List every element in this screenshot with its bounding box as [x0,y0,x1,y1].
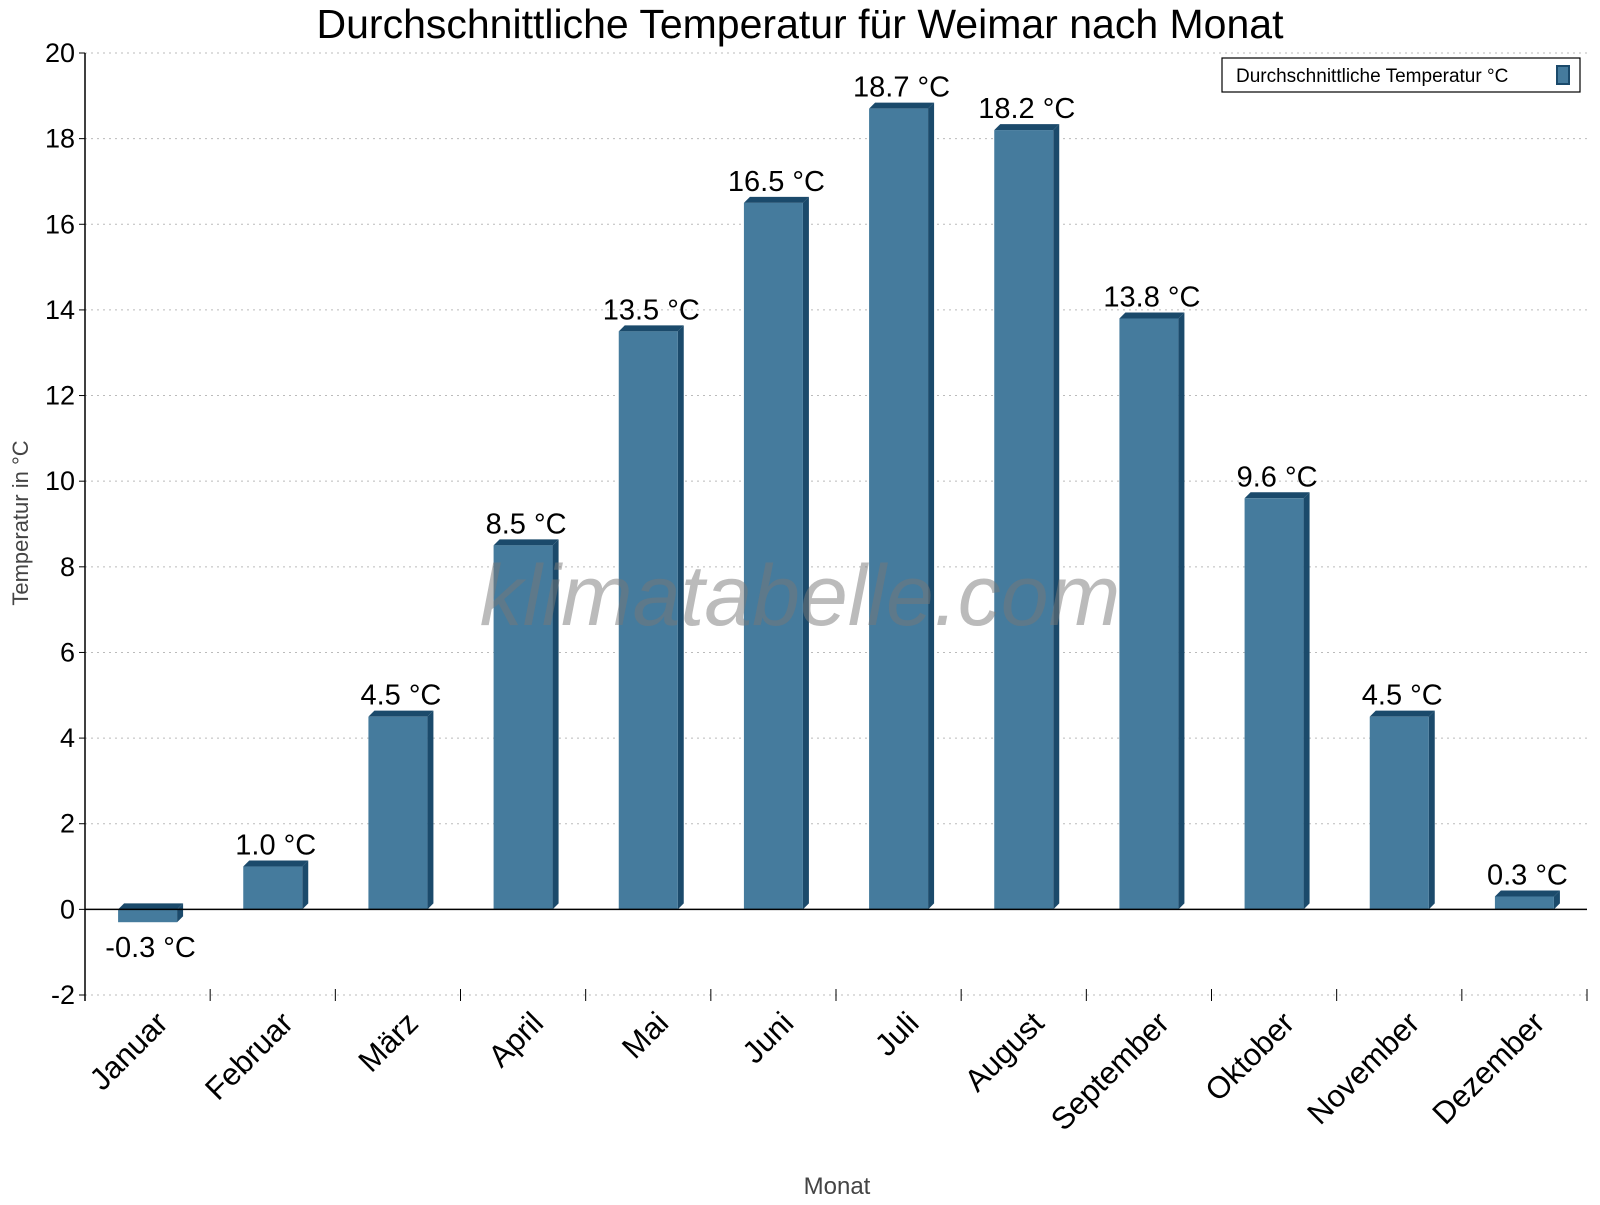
bar-top [1119,312,1185,319]
x-tick-label: Dezember [1426,1005,1552,1131]
bar-side [928,102,935,910]
y-tick-label: 6 [60,637,75,667]
bar-top [243,860,309,867]
data-label: 18.2 °C [978,93,1075,125]
bar-top [618,325,684,332]
bar-side [1178,312,1185,910]
bar [243,866,303,910]
data-label: 4.5 °C [360,680,441,712]
bar-side [1053,124,1060,910]
bar-side [677,325,684,910]
x-axis-label: Monat [804,1173,871,1200]
legend-swatch [1556,65,1570,85]
y-tick-label: 8 [60,552,75,582]
bar-side [1428,710,1435,910]
bar-top [493,539,559,546]
bar-top [1244,492,1310,499]
y-tick-label: 14 [45,295,75,325]
data-label: 0.3 °C [1487,860,1568,892]
bar-top [994,124,1060,131]
bar-top [1494,890,1560,897]
bar [1244,498,1304,910]
bar [743,202,803,910]
watermark: klimatabelle.com [480,548,1120,644]
bar-top [743,196,809,203]
x-tick-label: Februar [198,1005,300,1107]
x-tick-label: September [1044,1005,1176,1137]
data-label: 16.5 °C [728,166,825,198]
data-label: 8.5 °C [486,508,567,540]
y-axis-label: Temperatur in °C [8,440,33,605]
y-tick-label: 0 [60,894,75,924]
x-tick-label: Juni [735,1005,800,1070]
bar-side [427,710,434,910]
x-tick-label: April [481,1005,550,1074]
bar-side [302,860,309,910]
x-tick-label: Januar [83,1005,175,1097]
legend: Durchschnittliche Temperatur °C [1221,57,1581,93]
legend-label: Durchschnittliche Temperatur °C [1236,66,1508,87]
bar [1119,318,1179,910]
x-tick-label: November [1300,1005,1426,1131]
bar [493,545,553,910]
bar-side [802,196,809,910]
data-label: 9.6 °C [1237,461,1318,493]
bar-side [177,903,184,923]
bar [1494,896,1554,910]
data-label: -0.3 °C [105,932,196,964]
y-tick-label: 2 [60,809,75,839]
x-tick-label: März [351,1005,424,1078]
y-tick-label: 16 [45,209,75,239]
y-tick-label: -2 [51,980,75,1010]
data-label: 1.0 °C [235,830,316,862]
bar-top [368,710,434,717]
bar [1369,716,1429,910]
data-label: 4.5 °C [1362,680,1443,712]
bar [118,909,178,923]
bar-side [552,539,559,910]
x-tick-label: Juli [868,1005,926,1063]
y-tick-label: 10 [45,466,75,496]
bar-side [1303,492,1310,910]
bar [869,108,929,910]
bar-top [1369,710,1435,717]
bar-top [118,903,184,910]
bar [618,331,678,910]
bar-top [869,102,935,109]
bar [368,716,428,910]
data-label: 18.7 °C [853,72,950,104]
x-tick-label: Mai [615,1005,675,1065]
y-tick-label: 12 [45,381,75,411]
data-label: 13.8 °C [1103,281,1200,313]
legend-box [1221,57,1581,93]
y-tick-label: 18 [45,124,75,154]
y-tick-label: 20 [45,38,75,68]
data-label: 13.5 °C [603,294,700,326]
x-tick-label: August [958,1005,1051,1098]
y-tick-label: 4 [60,723,75,753]
chart-title: Durchschnittliche Temperatur für Weimar … [317,1,1285,47]
bar-side [1553,890,1560,910]
bar [994,130,1054,910]
x-tick-label: Oktober [1198,1005,1301,1108]
